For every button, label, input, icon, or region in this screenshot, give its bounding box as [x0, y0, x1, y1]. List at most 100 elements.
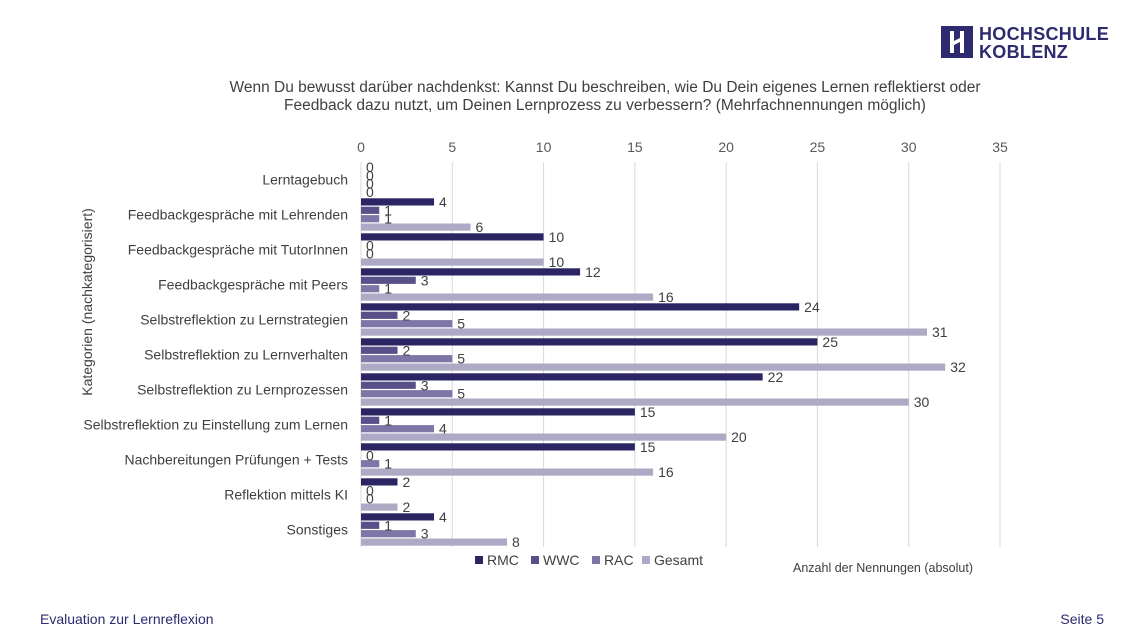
data-label: 30: [914, 394, 930, 410]
data-label: 0: [366, 184, 374, 200]
category-label: Reflektion mittels KI: [224, 487, 348, 503]
data-label: 16: [658, 464, 674, 480]
legend-swatch: [531, 556, 539, 564]
data-label: 0: [366, 159, 374, 175]
chart-title-line2: Feedback dazu nutzt, um Deinen Lernproze…: [284, 97, 926, 114]
y-axis-label: Kategorien (nachkategorisiert): [79, 208, 95, 396]
x-tick-label: 35: [992, 139, 1008, 155]
data-label: 3: [421, 272, 429, 288]
bar-rmc: [361, 373, 763, 381]
data-label: 31: [932, 324, 948, 340]
legend-swatch: [642, 556, 650, 564]
x-tick-label: 30: [901, 139, 917, 155]
x-tick-label: 15: [627, 139, 643, 155]
data-label: 4: [439, 194, 447, 210]
bar-rmc: [361, 198, 435, 206]
data-label: 3: [421, 526, 429, 542]
data-labels: 0000411610001012311624253125253222353015…: [366, 159, 966, 550]
logo-text-line1: HOCHSCHULE: [979, 24, 1110, 44]
data-label: 5: [457, 386, 465, 402]
bar-rac: [361, 285, 380, 293]
data-label: 0: [366, 491, 374, 507]
category-label: Nachbereitungen Prüfungen + Tests: [124, 452, 348, 468]
x-axis-label: Anzahl der Nennungen (absolut): [793, 561, 973, 575]
footer-title: Evaluation zur Lernreflexion: [40, 611, 214, 627]
category-label: Selbstreflektion zu Lernverhalten: [144, 347, 348, 363]
data-label: 2: [403, 342, 411, 358]
bar-gesamt: [361, 258, 544, 266]
data-label: 32: [950, 359, 966, 375]
data-label: 8: [512, 534, 520, 550]
data-label: 3: [421, 377, 429, 393]
bars: [361, 198, 946, 546]
bar-wwc: [361, 416, 380, 424]
bar-rmc: [361, 268, 581, 276]
x-tick-label: 5: [448, 139, 456, 155]
bar-gesamt: [361, 538, 508, 546]
bar-rac: [361, 460, 380, 468]
category-label: Feedbackgespräche mit Peers: [158, 277, 348, 293]
bar-wwc: [361, 311, 398, 319]
bar-gesamt: [361, 363, 946, 371]
legend-label: Gesamt: [654, 552, 703, 568]
legend-label: WWC: [543, 552, 580, 568]
data-label: 2: [403, 307, 411, 323]
data-label: 1: [384, 517, 392, 533]
data-label: 10: [549, 229, 565, 245]
bar-gesamt: [361, 293, 654, 301]
data-label: 15: [640, 404, 656, 420]
data-label: 6: [476, 219, 484, 235]
bar-rac: [361, 320, 453, 328]
data-label: 1: [384, 281, 392, 297]
chart-title-line1: Wenn Du bewusst darüber nachdenkst: Kann…: [229, 79, 980, 96]
bar-wwc: [361, 346, 398, 354]
data-label: 0: [366, 246, 374, 262]
bar-rmc: [361, 233, 544, 241]
data-label: 24: [804, 299, 820, 315]
data-label: 12: [585, 264, 601, 280]
x-tick-label: 25: [810, 139, 826, 155]
logo-mark-icon: [941, 26, 973, 58]
bar-rmc: [361, 443, 635, 451]
data-label: 5: [457, 351, 465, 367]
data-label: 2: [403, 499, 411, 515]
legend-label: RMC: [487, 552, 519, 568]
bar-wwc: [361, 276, 416, 284]
category-labels: Lerntagebuch Feedbackgespräche mit Lehren…: [83, 172, 348, 538]
category-label: Selbstreflektion zu Lernstrategien: [140, 312, 348, 328]
data-label: 2: [403, 474, 411, 490]
data-label: 0: [366, 447, 374, 463]
data-label: 0: [366, 167, 374, 183]
bar-gesamt: [361, 398, 909, 406]
data-label: 0: [366, 176, 374, 192]
data-label: 5: [457, 316, 465, 332]
data-label: 25: [822, 334, 838, 350]
bar-gesamt: [361, 328, 927, 336]
bar-rmc: [361, 408, 635, 416]
bar-wwc: [361, 521, 380, 529]
bar-gesamt: [361, 433, 727, 441]
data-label: 16: [658, 289, 674, 305]
legend-label: RAC: [604, 552, 634, 568]
bar-gesamt: [361, 503, 398, 511]
gridlines: [360, 162, 1001, 547]
bar-rac: [361, 530, 416, 538]
data-label: 4: [439, 509, 447, 525]
data-label: 1: [384, 202, 392, 218]
data-label: 1: [384, 412, 392, 428]
bar-wwc: [361, 206, 380, 214]
hochschule-koblenz-logo: HOCHSCHULE KOBLENZ: [941, 24, 1111, 64]
bar-wwc: [361, 381, 416, 389]
logo-text-line2: KOBLENZ: [979, 42, 1069, 62]
x-tick-label: 20: [718, 139, 734, 155]
bar-rac: [361, 355, 453, 363]
data-label: 15: [640, 439, 656, 455]
bar-rac: [361, 390, 453, 398]
category-label: Selbstreflektion zu Einstellung zum Lern…: [83, 417, 348, 433]
page-number: Seite 5: [1060, 611, 1104, 627]
x-tick-label: 0: [357, 139, 365, 155]
legend: RMC WWC RAC Gesamt: [475, 552, 703, 568]
bar-rac: [361, 425, 435, 433]
category-label: Feedbackgespräche mit TutorInnen: [128, 242, 348, 258]
